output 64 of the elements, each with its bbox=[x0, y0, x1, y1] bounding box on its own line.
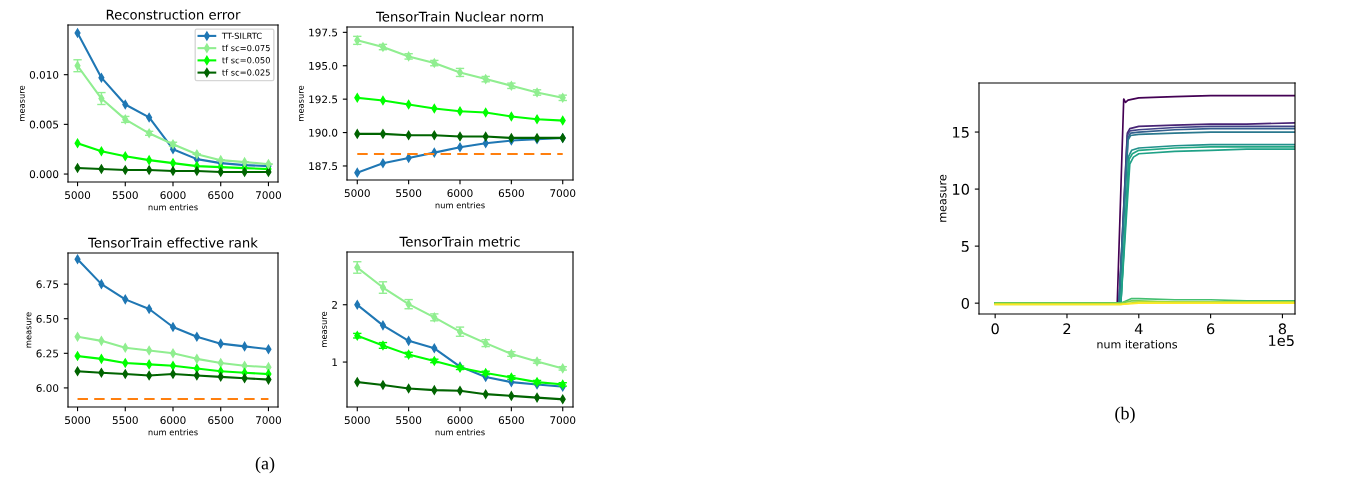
y-tick-label: 0 bbox=[961, 297, 969, 309]
x-tick-label: 6000 bbox=[160, 416, 186, 425]
x-tick-label: 6000 bbox=[447, 416, 473, 425]
x-axis-title: num entries bbox=[148, 203, 198, 211]
y-tick-label: 6.75 bbox=[36, 280, 59, 289]
x-axis-title: num entries bbox=[435, 428, 485, 436]
x-tick-label: 5500 bbox=[112, 191, 138, 200]
y-tick-label: 6.50 bbox=[36, 314, 59, 323]
y-tick-label: 5 bbox=[961, 241, 969, 252]
text: (a) bbox=[255, 456, 275, 474]
y-axis-title: measure bbox=[940, 174, 947, 222]
x-tick-label: 6000 bbox=[160, 191, 186, 200]
x-tick-label: 6500 bbox=[208, 416, 234, 425]
x-tick-label: 6 bbox=[1206, 323, 1215, 335]
y-tick-label: 2 bbox=[332, 300, 337, 309]
y-tick-label: 195.0 bbox=[309, 61, 338, 70]
y-axis-title: measure bbox=[298, 85, 304, 121]
x-tick-label: 7000 bbox=[256, 416, 282, 425]
x-tick-label: 5000 bbox=[65, 191, 91, 200]
x-tick-label: 5000 bbox=[344, 416, 370, 425]
x-tick-label: 5500 bbox=[396, 416, 422, 425]
y-tick-label: 1 bbox=[332, 358, 338, 367]
legend-label: tf sc=0.050 bbox=[222, 56, 270, 64]
x-tick-label: 2 bbox=[1063, 323, 1071, 335]
text: 1e5 bbox=[1269, 335, 1294, 347]
x-tick-label: 8 bbox=[1278, 323, 1287, 335]
chart-title: TensorTrain Nuclear norm bbox=[375, 11, 543, 22]
y-tick-label: 10 bbox=[953, 183, 969, 195]
y-tick-label: 0.010 bbox=[29, 70, 59, 79]
x-tick-label: 5000 bbox=[65, 416, 91, 425]
y-tick-label: 15 bbox=[953, 126, 969, 138]
y-tick-label: 0.000 bbox=[29, 170, 59, 179]
y-tick-label: 187.5 bbox=[309, 162, 338, 171]
y-tick-label: 190.0 bbox=[309, 128, 338, 137]
y-tick-label: 0.005 bbox=[29, 120, 59, 129]
x-tick-label: 6500 bbox=[208, 191, 234, 200]
x-tick-label: 6000 bbox=[447, 189, 473, 198]
y-tick-label: 6.00 bbox=[36, 384, 59, 393]
x-tick-label: 7000 bbox=[550, 416, 576, 425]
x-tick-label: 6500 bbox=[498, 189, 524, 198]
legend-label: tf sc=0.075 bbox=[222, 44, 270, 52]
chart-title: TensorTrain metric bbox=[399, 236, 520, 247]
chart-title: TensorTrain effective rank bbox=[88, 237, 258, 248]
x-tick-label: 5000 bbox=[344, 189, 370, 198]
x-axis-title: num entries bbox=[148, 428, 198, 436]
x-tick-label: 7000 bbox=[550, 189, 576, 198]
x-tick-label: 0 bbox=[991, 323, 999, 335]
y-tick-label: 192.5 bbox=[309, 95, 338, 104]
x-tick-label: 5500 bbox=[396, 189, 422, 198]
y-axis-title: measure bbox=[322, 311, 327, 347]
x-tick-label: 5500 bbox=[112, 416, 138, 425]
x-tick-label: 4 bbox=[1134, 323, 1143, 335]
legend-label: TT-SILRTC bbox=[221, 32, 262, 39]
legend-label: tf sc=0.025 bbox=[222, 69, 270, 76]
x-tick-label: 7000 bbox=[256, 191, 282, 200]
x-tick-label: 6500 bbox=[498, 416, 524, 425]
y-axis-title: measure bbox=[19, 85, 25, 121]
text: (b) bbox=[1115, 406, 1135, 424]
x-axis-title: num iterations bbox=[1097, 339, 1178, 349]
y-axis-title: measure bbox=[26, 312, 32, 348]
chart-title: Reconstruction error bbox=[106, 9, 241, 20]
y-tick-label: 197.5 bbox=[309, 28, 338, 37]
x-axis-title: num entries bbox=[435, 201, 485, 209]
y-tick-label: 6.25 bbox=[36, 349, 59, 358]
